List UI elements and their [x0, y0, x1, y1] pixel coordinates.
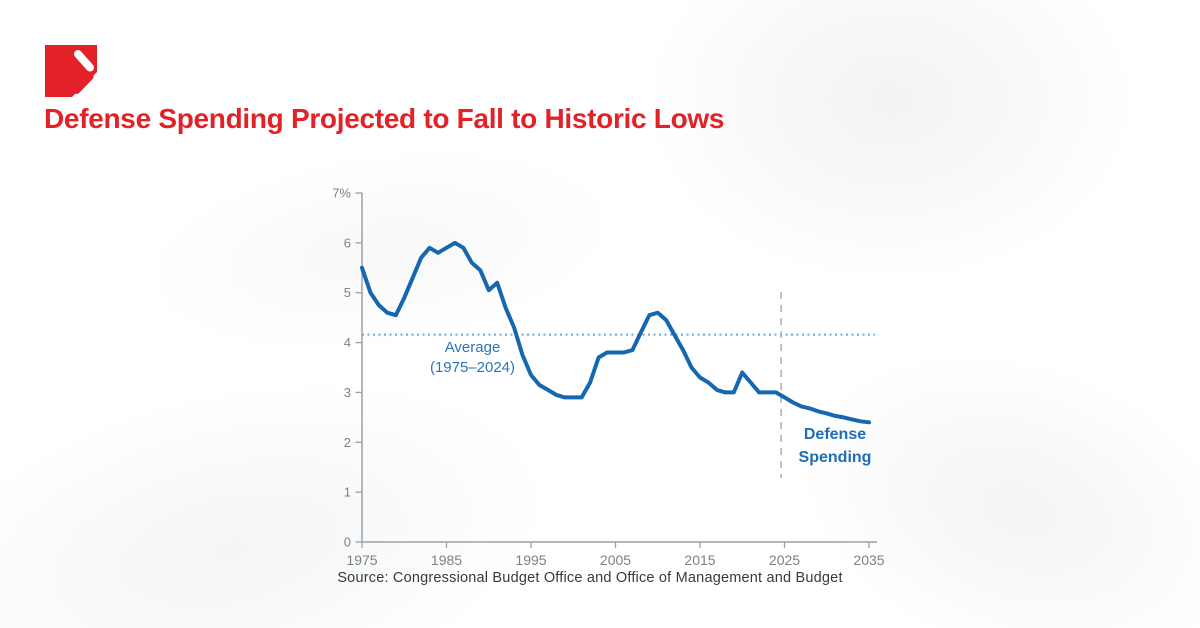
x-tick-label: 2035 — [853, 552, 884, 568]
chart-area: 0 1 2 3 4 5 6 7% 1975 1985 1995 2005 2015 2025 2035 Av… — [330, 180, 910, 600]
brand-logo — [45, 45, 97, 97]
y-tick-label: 6 — [344, 235, 351, 250]
page-title: Defense Spending Projected to Fall to Hi… — [44, 103, 725, 134]
series-annotation-line2: Spending — [798, 449, 872, 467]
series-annotation: Defense Spending — [760, 423, 910, 469]
source-note: Source: Congressional Budget Office and … — [337, 570, 843, 586]
logo-icon — [45, 45, 97, 97]
x-tick-label: 1995 — [515, 552, 546, 568]
y-tick-label: 0 — [344, 535, 351, 550]
x-tick-label: 1975 — [346, 552, 377, 568]
x-tick-label: 2025 — [769, 552, 800, 568]
y-tick-label: 7% — [332, 186, 351, 201]
defense-spending-line — [360, 240, 871, 425]
line-chart-svg: 0 1 2 3 4 5 6 7% 1975 1985 1995 2005 2015 2025 2035 — [332, 186, 885, 569]
average-annotation: Average (1975–2024) — [390, 338, 555, 379]
x-tick-label: 1985 — [431, 552, 462, 568]
x-tick-label: 2015 — [684, 552, 715, 568]
y-tick-label: 5 — [344, 285, 351, 300]
average-annotation-line1: Average — [444, 339, 501, 356]
series-annotation-line1: Defense — [803, 426, 867, 443]
average-annotation-line2: (1975–2024) — [429, 359, 516, 377]
x-tick-label: 2005 — [600, 552, 631, 568]
y-tick-label: 2 — [344, 435, 351, 450]
y-tick-label: 4 — [344, 335, 351, 350]
y-tick-label: 3 — [344, 385, 351, 400]
y-tick-label: 1 — [344, 485, 351, 500]
